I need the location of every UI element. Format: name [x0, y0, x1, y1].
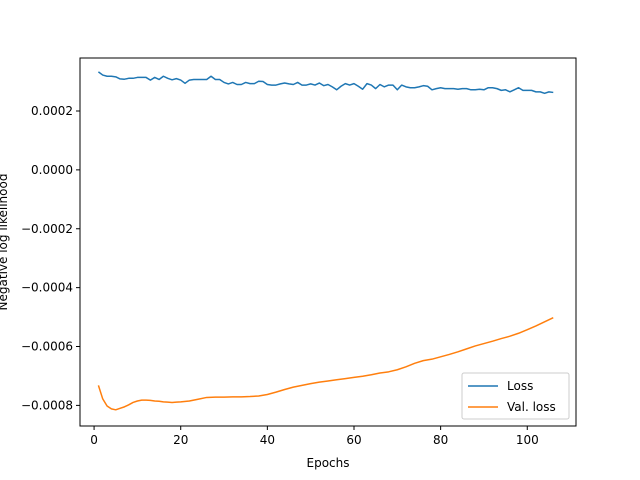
x-tick-label: 60 [346, 433, 361, 447]
x-tick-label: 100 [516, 433, 539, 447]
x-axis: 0 20 40 60 80 100 [90, 426, 539, 447]
y-axis: 0.0002 0.0000 −0.0002 −0.0004 −0.0006 −0.0008 [21, 104, 80, 412]
series-line-loss [97, 71, 554, 95]
plot-area [80, 58, 576, 426]
y-tick-label: −0.0002 [21, 222, 73, 236]
y-tick-label: −0.0004 [21, 281, 73, 295]
legend: Loss Val. loss [461, 372, 570, 420]
x-axis-label: Epochs [307, 456, 350, 470]
y-tick-label: −0.0008 [21, 398, 73, 412]
series-layer [97, 71, 554, 411]
plot-frame [79, 57, 577, 427]
y-axis-label: Negative log likelihood [0, 174, 10, 311]
y-tick-label: 0.0000 [31, 163, 73, 177]
x-tick-label: 0 [90, 433, 98, 447]
y-tick-label: 0.0002 [31, 104, 73, 118]
x-tick-label: 80 [433, 433, 448, 447]
y-tick-label: −0.0006 [21, 340, 73, 354]
x-tick-label: 40 [260, 433, 275, 447]
legend-label-val-loss: Val. loss [507, 400, 556, 414]
series-line-val-loss [97, 316, 554, 411]
legend-label-loss: Loss [507, 379, 533, 393]
x-tick-label: 20 [173, 433, 188, 447]
